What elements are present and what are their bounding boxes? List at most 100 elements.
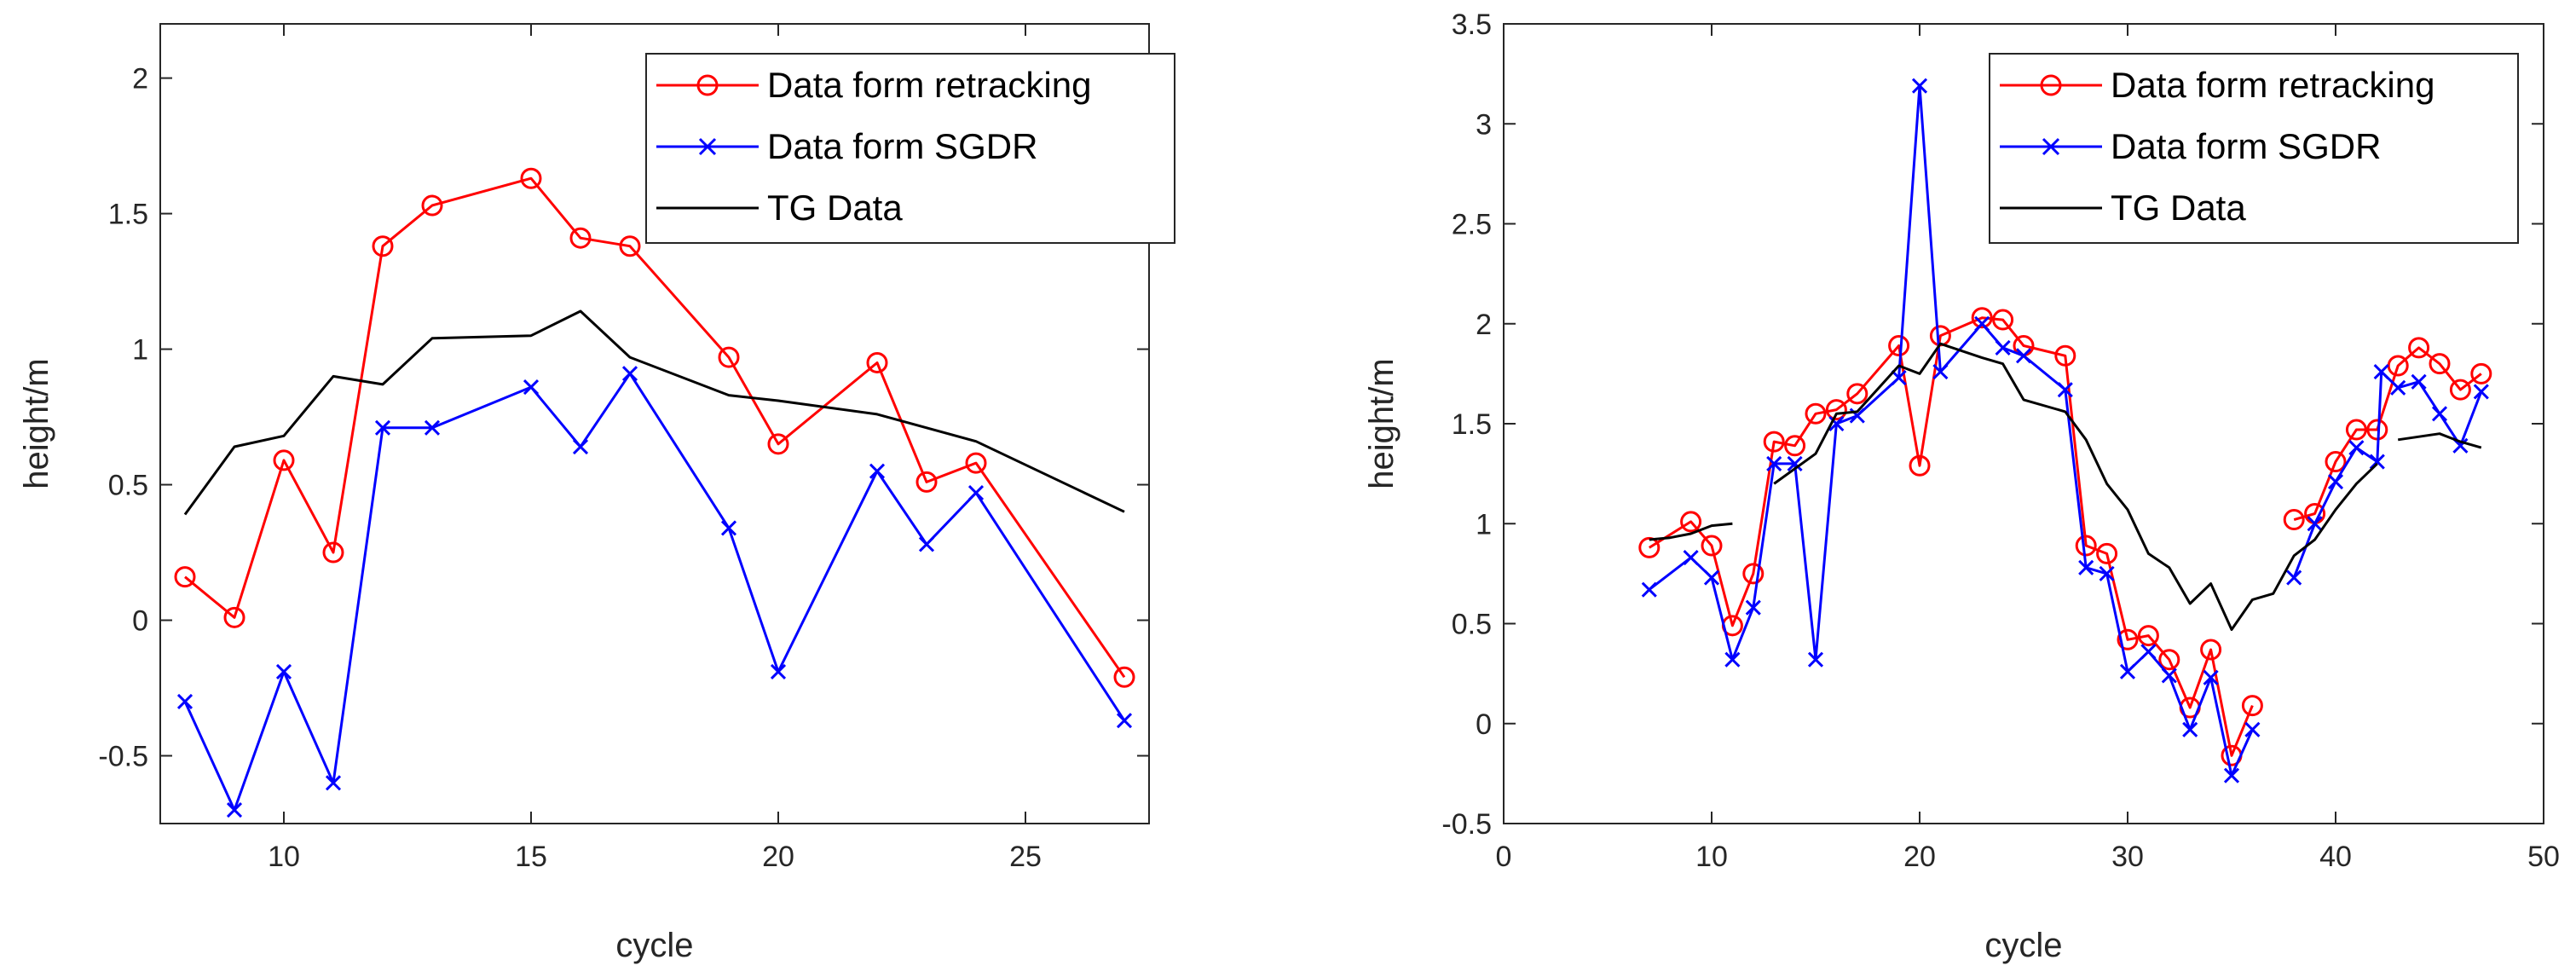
left-x-tick-label: 15 bbox=[515, 841, 547, 873]
left-series-sgdr-point bbox=[523, 379, 540, 396]
right-series-sgdr-point bbox=[2431, 406, 2448, 422]
right-series-sgdr-point bbox=[2140, 644, 2157, 660]
left-series-retracking-point bbox=[965, 452, 987, 474]
right-series-sgdr-point bbox=[1683, 550, 1699, 566]
right-series-retracking-line bbox=[2293, 346, 2482, 522]
right-series-sgdr-point bbox=[1995, 339, 2011, 356]
right-series-sgdr-point bbox=[1828, 415, 1845, 432]
left-legend-retracking-marker bbox=[696, 74, 719, 96]
left-series-retracking-point bbox=[322, 541, 344, 564]
right-y-tick-label: 2.5 bbox=[1452, 209, 1492, 241]
right-series-retracking-point bbox=[2054, 344, 2076, 367]
right-series-sgdr-point bbox=[2244, 721, 2261, 737]
right-y-tick-label: 0.5 bbox=[1452, 609, 1492, 641]
left-chart: 10 15 20 25 -0.5 0 0.5 1 1.5 2 Data form retracki… bbox=[18, 23, 1175, 964]
right-series-retracking-point bbox=[1784, 435, 1806, 457]
right-series-retracking-point bbox=[2137, 625, 2159, 647]
left-y-tick-label: 0 bbox=[132, 605, 148, 638]
right-series-tg-line bbox=[2397, 432, 2482, 449]
left-legend-retracking-label: Data form retracking bbox=[767, 65, 1091, 105]
right-legend-sgdr-marker bbox=[2042, 137, 2060, 156]
right-series-sgdr-point bbox=[2161, 668, 2177, 684]
right-series-sgdr-point bbox=[1807, 651, 1824, 668]
left-y-tick-label: -0.5 bbox=[98, 741, 148, 773]
right-series-sgdr-point bbox=[1766, 455, 1782, 471]
right-series-retracking-point bbox=[1909, 454, 1931, 477]
left-series-sgdr-point bbox=[226, 802, 243, 818]
left-series-sgdr-point bbox=[720, 520, 737, 536]
right-series-retracking-point bbox=[1680, 511, 1702, 533]
right-series-retracking-line bbox=[1649, 316, 2254, 757]
left-series-sgdr-point bbox=[176, 693, 193, 709]
right-series-sgdr-point bbox=[2327, 473, 2344, 490]
right-series-sgdr-point bbox=[1745, 599, 1761, 616]
right-series-sgdr-point bbox=[2099, 565, 2115, 581]
right-x-tick-label: 20 bbox=[1903, 841, 1936, 873]
right-series-retracking-point bbox=[2241, 695, 2263, 717]
right-chart-legend: Data form retracking Data form SGDR TG D… bbox=[1989, 53, 2519, 244]
right-y-tick-label: 0 bbox=[1476, 708, 1492, 741]
right-x-tick-label: 40 bbox=[2319, 841, 2352, 873]
left-series-retracking-point bbox=[372, 235, 394, 257]
left-series-sgdr-point bbox=[275, 663, 292, 679]
right-y-axis-label: height/m bbox=[1363, 358, 1401, 488]
left-series-sgdr-point bbox=[374, 419, 391, 436]
left-series-retracking-point bbox=[174, 566, 196, 588]
right-series-retracking-point bbox=[1742, 563, 1765, 585]
right-series-tg-line bbox=[1773, 342, 2378, 631]
right-series-retracking-point bbox=[2325, 451, 2347, 473]
right-series-retracking-point bbox=[2096, 542, 2118, 564]
right-series-retracking-point bbox=[2408, 337, 2430, 359]
left-series-retracking-point bbox=[866, 351, 888, 373]
right-series-retracking-point bbox=[1763, 431, 1785, 453]
right-series-sgdr-point bbox=[1932, 363, 1949, 380]
right-x-tick-label: 10 bbox=[1695, 841, 1728, 873]
right-y-tick-label: 1 bbox=[1476, 508, 1492, 541]
right-series-sgdr-point bbox=[2203, 669, 2219, 685]
left-series-sgdr-point bbox=[1116, 713, 1133, 729]
left-x-tick-label: 20 bbox=[762, 841, 794, 873]
left-series-sgdr-point bbox=[424, 419, 441, 436]
right-series-sgdr-point bbox=[2411, 373, 2427, 390]
right-series-retracking-point bbox=[2117, 628, 2139, 650]
left-series-sgdr-point bbox=[325, 775, 342, 791]
left-series-retracking-point bbox=[619, 235, 641, 257]
left-x-tick-label: 25 bbox=[1009, 841, 1042, 873]
left-series-retracking-point bbox=[421, 194, 443, 217]
right-series-retracking-point bbox=[1701, 535, 1723, 557]
right-series-retracking-point bbox=[1992, 309, 2014, 331]
left-series-retracking-point bbox=[915, 471, 938, 493]
right-series-sgdr-point bbox=[2307, 516, 2323, 532]
right-series-sgdr-point bbox=[2286, 569, 2302, 586]
right-series-sgdr-point bbox=[1974, 315, 1990, 332]
left-series-retracking-point bbox=[520, 167, 542, 189]
right-series-retracking-point bbox=[2429, 353, 2451, 375]
left-series-sgdr-point bbox=[621, 366, 638, 382]
right-series-retracking-point bbox=[1825, 399, 1847, 421]
right-series-retracking-point bbox=[1846, 383, 1868, 405]
right-series-retracking-point bbox=[2075, 535, 2097, 557]
right-x-tick-label: 30 bbox=[2111, 841, 2144, 873]
left-series-sgdr-point bbox=[770, 663, 787, 679]
left-series-retracking-point bbox=[223, 606, 245, 628]
right-series-sgdr-point bbox=[2473, 384, 2489, 400]
right-x-tick-label: 50 bbox=[2527, 841, 2560, 873]
right-chart: 0 10 20 30 40 50-0.500.511.522.533.5 Data for… bbox=[1363, 9, 2560, 964]
right-series-sgdr-point bbox=[2369, 454, 2385, 470]
left-series-sgdr-point bbox=[967, 485, 985, 501]
right-series-retracking-point bbox=[2449, 379, 2471, 401]
left-y-tick-label: 1 bbox=[132, 334, 148, 367]
right-y-tick-label: 3 bbox=[1476, 108, 1492, 141]
left-series-retracking-point bbox=[1113, 666, 1135, 688]
left-series-tg-line bbox=[183, 309, 1125, 516]
left-series-retracking-line bbox=[184, 176, 1126, 679]
left-legend-tg-label: TG Data bbox=[767, 188, 903, 228]
left-legend-sgdr-marker bbox=[698, 137, 717, 156]
right-series-retracking-point bbox=[1971, 307, 1993, 329]
left-series-retracking-point bbox=[273, 449, 295, 471]
right-y-tick-label: -0.5 bbox=[1441, 808, 1492, 841]
right-series-retracking-point bbox=[2200, 639, 2222, 661]
left-y-tick-label: 0.5 bbox=[108, 470, 148, 502]
right-x-axis-label: cycle bbox=[1984, 927, 2062, 964]
